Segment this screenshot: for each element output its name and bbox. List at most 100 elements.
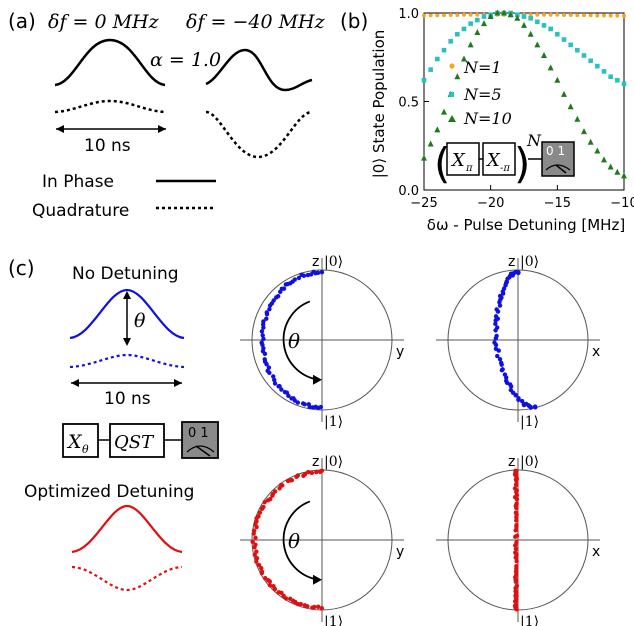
- state-point: [260, 571, 264, 575]
- state-point: [500, 368, 504, 372]
- legend-n5-marker: [449, 92, 454, 97]
- state-point: [253, 536, 257, 540]
- point-n10: [421, 155, 427, 161]
- horizontal-axis-label: x: [592, 344, 600, 360]
- point-n10: [608, 163, 614, 169]
- state-point: [515, 497, 519, 501]
- point-n5: [575, 48, 580, 53]
- point-n1: [542, 13, 546, 17]
- state-point: [278, 290, 282, 294]
- point-n5: [595, 64, 600, 69]
- delta-f-zero-label: δf = 0 MHz: [48, 11, 160, 33]
- duration-label-a: 10 ns: [84, 136, 131, 156]
- duration-label-c: 10 ns: [104, 389, 151, 409]
- quadrature-pulse-detuned: [206, 112, 312, 157]
- gate-x-pi-label: X: [450, 150, 466, 171]
- theta-label-bloch: θ: [288, 329, 300, 353]
- quadrature-pulse-no-detuning: [55, 101, 165, 112]
- state-point: [277, 486, 281, 490]
- ket0-label: |0⟩: [324, 254, 343, 270]
- bloch-projection-no-detuning-zx: z |0⟩|1⟩x: [436, 254, 600, 430]
- ket0-label: |0⟩: [324, 454, 343, 470]
- point-n5: [568, 43, 573, 48]
- duration-arrow-c: [71, 379, 182, 387]
- theta-label-bloch: θ: [288, 529, 300, 553]
- horizontal-axis-label: y: [396, 344, 404, 360]
- x-tick-label: −15: [544, 196, 571, 211]
- state-point: [312, 605, 316, 609]
- state-point: [514, 580, 518, 584]
- state-point: [499, 362, 503, 366]
- point-n5: [588, 58, 593, 63]
- gate-x-mpi-sub: -π: [500, 163, 510, 174]
- z-axis-label: z: [508, 254, 515, 270]
- point-n10: [594, 148, 600, 154]
- point-n10: [481, 20, 487, 26]
- point-n1: [429, 13, 433, 17]
- point-n1: [622, 14, 626, 18]
- point-n1: [422, 13, 426, 17]
- ket1-label: |1⟩: [324, 614, 343, 626]
- x-axis-label: δω - Pulse Detuning [MHz]: [427, 216, 625, 234]
- state-point: [516, 398, 520, 402]
- gate-x-theta-label: X: [66, 431, 83, 453]
- bloch-projection-optimized-zx: z |0⟩|1⟩x: [436, 454, 600, 626]
- point-n10: [621, 172, 627, 178]
- gate-qst-label: QST: [114, 432, 155, 453]
- state-point: [296, 400, 300, 404]
- exponent-n: N: [526, 131, 542, 150]
- inphase-pulse-red: [72, 506, 182, 552]
- bloch-projection-no-detuning-zy: z |0⟩|1⟩yθ: [240, 254, 404, 430]
- point-n5: [522, 14, 527, 19]
- point-n5: [528, 16, 533, 21]
- state-point: [258, 510, 262, 514]
- horizontal-axis-label: x: [592, 544, 600, 560]
- inphase-pulse-no-detuning: [55, 40, 165, 85]
- state-point: [273, 381, 277, 385]
- point-n5: [582, 53, 587, 58]
- point-n5: [608, 74, 613, 79]
- state-point: [514, 518, 518, 522]
- horizontal-axis-label: y: [396, 544, 404, 560]
- point-n1: [442, 13, 446, 17]
- quadrature-pulse-red: [72, 567, 182, 590]
- point-n5: [615, 78, 620, 83]
- point-n1: [469, 13, 473, 17]
- state-point: [494, 343, 498, 347]
- state-point: [514, 559, 518, 563]
- meter-digits-b: 0 1: [546, 144, 565, 158]
- point-n1: [562, 13, 566, 17]
- point-n10: [534, 41, 540, 47]
- point-n5: [442, 48, 447, 53]
- point-n10: [614, 169, 620, 175]
- point-n10: [588, 139, 594, 145]
- point-n10: [528, 31, 534, 37]
- state-point: [302, 402, 306, 406]
- state-point: [279, 387, 283, 391]
- state-point: [305, 604, 309, 608]
- point-n10: [574, 116, 580, 122]
- point-n10: [434, 126, 440, 132]
- state-point: [513, 535, 517, 539]
- ket1-label: |1⟩: [520, 414, 539, 430]
- state-point: [286, 479, 290, 483]
- point-n10: [568, 103, 574, 109]
- state-point: [497, 348, 501, 352]
- circuit-c: X θ QST 0 1: [63, 422, 218, 458]
- point-n1: [555, 13, 559, 17]
- state-point: [493, 328, 497, 332]
- legend-quadrature-label: Quadrature: [32, 201, 129, 221]
- legend-n10-marker: [448, 115, 456, 122]
- state-point: [273, 587, 277, 591]
- point-n1: [435, 13, 439, 17]
- state-point: [514, 607, 518, 611]
- point-n1: [569, 13, 573, 17]
- point-n10: [581, 128, 587, 134]
- point-n1: [582, 13, 586, 17]
- rotation-arrowhead: [313, 575, 322, 585]
- state-point: [284, 282, 288, 286]
- y-axis-label: |0⟩ State Population: [370, 30, 388, 179]
- legend-b: N=1 N=5 N=10: [448, 58, 512, 128]
- ket1-label: |1⟩: [520, 614, 539, 626]
